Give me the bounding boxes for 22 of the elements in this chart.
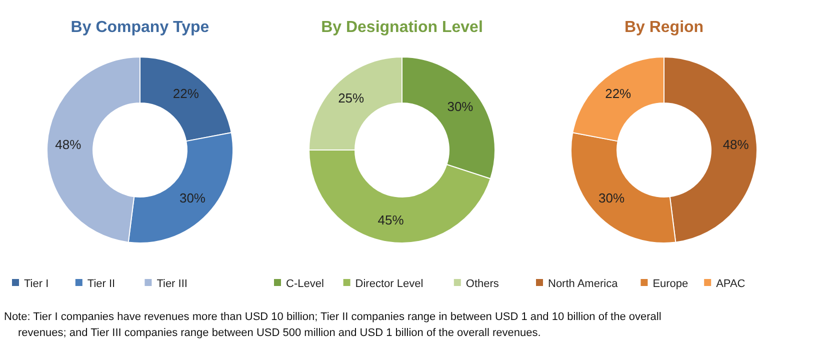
legend-label: Tier II bbox=[87, 278, 116, 290]
data-label: 30% bbox=[179, 190, 206, 206]
data-label: 25% bbox=[338, 90, 365, 106]
data-label: 48% bbox=[55, 136, 82, 152]
legend-label: Others bbox=[466, 278, 500, 290]
text: Note: Tier I companies have revenues more than USD 10 billion; Tier II companies range in between USD 1 and 10 billion of the overall revenues; and Tier III companies range between USD 500 million and USD 1 billion of the overall revenues. bbox=[4, 311, 662, 339]
data-label: 22% bbox=[605, 86, 632, 101]
legend-label: Director Level bbox=[355, 278, 424, 290]
legend-label: APAC bbox=[716, 278, 746, 290]
legend-label: C-Level bbox=[286, 278, 324, 290]
data-label: 22% bbox=[172, 86, 200, 101]
legend-label: Tier I bbox=[24, 278, 49, 290]
data-label: 45% bbox=[378, 212, 404, 228]
legend-label: Tier III bbox=[156, 278, 188, 290]
legend-label: Europe bbox=[652, 278, 688, 290]
chart-title: By Company Type bbox=[70, 19, 210, 36]
data-label: 30% bbox=[598, 190, 625, 206]
chart-title: By Designation Level bbox=[321, 19, 483, 36]
data-label: 48% bbox=[722, 136, 750, 152]
chart-title: By Region bbox=[624, 19, 704, 36]
legend-label: North America bbox=[548, 278, 619, 290]
data-label: 30% bbox=[447, 99, 474, 114]
